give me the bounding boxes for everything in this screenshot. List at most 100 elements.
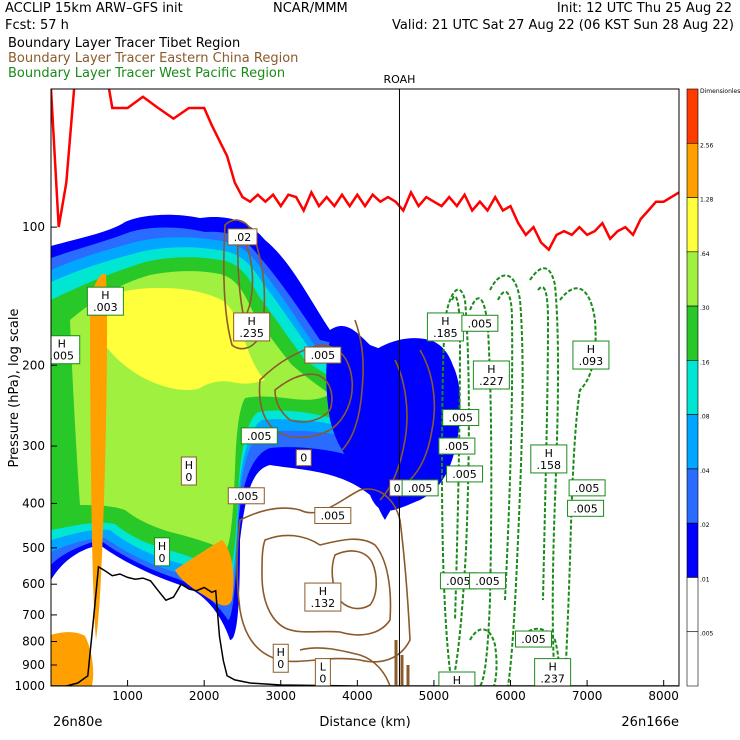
eastern-china-contour xyxy=(341,319,364,451)
contour-label-box xyxy=(572,340,610,370)
colorbar-swatch xyxy=(686,88,699,144)
contour-label: H.883 xyxy=(438,671,476,687)
contour-label-text: H xyxy=(545,447,553,460)
contour-label-text: H xyxy=(453,674,461,687)
y-tick-label: 300 xyxy=(22,439,45,453)
contour-label-box xyxy=(514,630,552,648)
colorbar-level-label: .16 xyxy=(700,359,710,366)
contour-label-text: .003 xyxy=(93,301,118,314)
contour-label-box xyxy=(442,409,480,427)
west-pacific-contour xyxy=(440,288,470,686)
tracer-fill-orange-mid xyxy=(175,540,234,606)
contour-label-box xyxy=(568,479,606,497)
contour-label: 0 xyxy=(295,449,312,467)
contour-label-box xyxy=(530,444,568,474)
colorbar-level-label: .01 xyxy=(700,576,710,583)
contour-label: .005 xyxy=(461,314,499,332)
contour-label-text: .005 xyxy=(575,482,600,495)
contour-label: .005 xyxy=(568,479,606,497)
contour-label: L0 xyxy=(314,658,331,686)
contour-label-text: .235 xyxy=(239,327,264,340)
colorbar-level-label: .08 xyxy=(700,414,710,421)
y-tick-label: 400 xyxy=(22,496,45,510)
colorbar-swatch xyxy=(686,197,699,253)
contour-label-box xyxy=(314,658,331,686)
contour-label: .02 xyxy=(227,228,258,246)
contour-label-box xyxy=(469,572,507,590)
contour-label: H.227 xyxy=(472,360,510,390)
eastern-china-contour xyxy=(274,373,333,423)
west-pacific-contour xyxy=(469,628,498,686)
tracer-fill-orange-column xyxy=(90,273,108,640)
contour-label-text: .005 xyxy=(247,430,272,443)
x-tick-label: 4000 xyxy=(342,689,373,703)
colorbar-swatch xyxy=(686,142,699,198)
contour-label-text: .005 xyxy=(321,509,346,522)
x-right-end-label: 26n166e xyxy=(621,715,679,730)
west-pacific-contour xyxy=(497,290,514,601)
eastern-china-contour xyxy=(261,534,392,636)
contour-label-text: .132 xyxy=(311,597,336,610)
organization-label: NCAR/MMM xyxy=(273,1,348,16)
contour-label-box xyxy=(295,449,312,467)
colorbar-level-label: .04 xyxy=(700,468,710,475)
contour-label-box xyxy=(304,582,342,612)
west-pacific-contour xyxy=(529,267,560,686)
tropopause-line xyxy=(51,89,679,252)
eastern-china-contour xyxy=(299,647,391,686)
contour-label-text: .005 xyxy=(234,490,259,503)
y-axis-label: Pressure (hPa), log scale xyxy=(7,309,22,468)
x-tick-label: 3000 xyxy=(265,689,296,703)
contour-label-text: 0 xyxy=(277,658,284,671)
y-tick-label: 1000 xyxy=(14,679,45,693)
y-tick-label: 900 xyxy=(22,658,45,672)
contour-label-text: H xyxy=(101,289,109,302)
contour-label-box xyxy=(304,346,342,364)
y-tick-label: 800 xyxy=(22,635,45,649)
contour-label-box xyxy=(233,312,271,342)
tracer-shading xyxy=(51,214,461,686)
colorbar-level-label: Dimensionless xyxy=(700,88,740,95)
contour-label: .005 xyxy=(401,479,439,497)
colorbar-swatch xyxy=(686,360,699,415)
forecast-hour: Fcst: 57 h xyxy=(5,18,69,33)
contour-label-text: 0 xyxy=(159,552,166,565)
x-left-end-label: 26n80e xyxy=(53,715,102,730)
contour-label-text: .005 xyxy=(446,575,471,588)
contour-label: H0 xyxy=(180,456,197,486)
x-tick-label: 8000 xyxy=(648,689,679,703)
y-tick-label: 100 xyxy=(22,220,45,234)
contour-label-box xyxy=(272,643,289,673)
contour-label-text: .005 xyxy=(49,350,74,363)
contour-label: .005 xyxy=(446,465,484,483)
west-pacific-contour xyxy=(489,274,524,686)
contour-label-text: H xyxy=(319,585,327,598)
contour-label-text: .005 xyxy=(475,575,500,588)
contour-label-text: .005 xyxy=(521,633,546,646)
contour-label: .005 xyxy=(314,506,352,524)
colorbar-level-label: 2.56 xyxy=(700,142,714,149)
terrain-line xyxy=(51,565,679,686)
contour-label: .005 xyxy=(567,499,605,517)
colorbar-swatch xyxy=(686,468,699,524)
contour-label-text: .005 xyxy=(445,440,470,453)
contour-label-box xyxy=(154,537,171,567)
west-pacific-contour xyxy=(451,295,462,621)
x-axis: 1000 2000 3000 4000 5000 6000 7000 8000 xyxy=(112,680,679,703)
contour-label-text: H xyxy=(548,661,556,674)
y-tick-label: 200 xyxy=(22,358,45,372)
contour-label-box xyxy=(314,506,352,524)
contour-label: .005 xyxy=(439,572,477,590)
contour-label-text: .237 xyxy=(540,673,565,686)
contour-label-text: H xyxy=(158,540,166,553)
x-axis-label: Distance (km) xyxy=(319,715,410,730)
west-pacific-contour xyxy=(469,297,493,686)
contour-label: H.185 xyxy=(426,312,464,342)
tracer-fill-yellow xyxy=(95,288,265,391)
contour-label-text: .02 xyxy=(234,231,252,244)
contour-label-text: H xyxy=(185,459,193,472)
y-tick-label: 500 xyxy=(22,541,45,555)
init-time: Init: 12 UTC Thu 25 Aug 22 xyxy=(556,1,732,16)
legend-eastern-china: Boundary Layer Tracer Eastern China Regi… xyxy=(8,51,299,66)
contour-label: .005 xyxy=(514,630,552,648)
